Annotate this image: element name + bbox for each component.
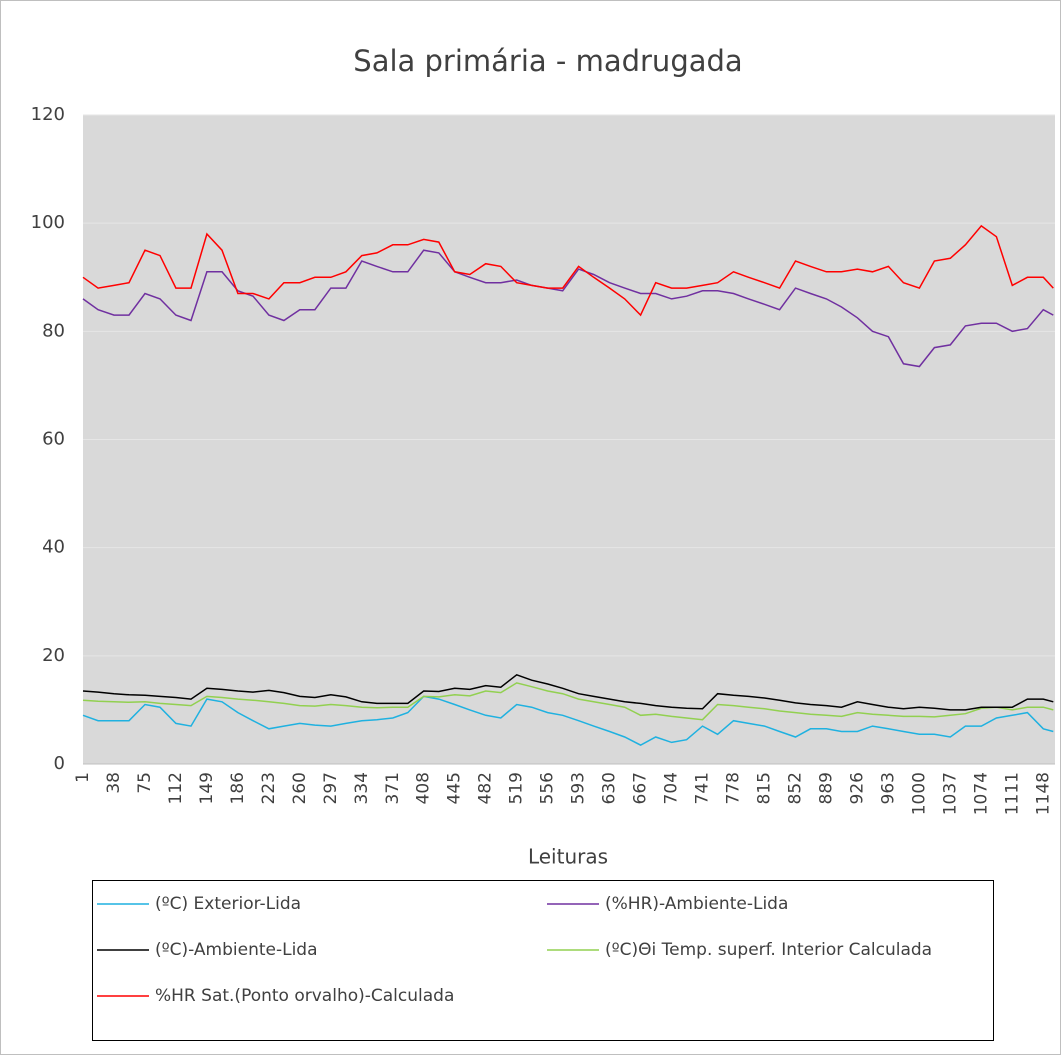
- y-tick-label: 60: [42, 429, 65, 450]
- series-line: [82, 695, 1054, 746]
- series-line: [82, 673, 1054, 711]
- chart-title: Sala primária - madrugada: [353, 44, 742, 78]
- series-line: [82, 682, 1054, 721]
- x-tick-label: 1000: [909, 772, 929, 815]
- x-tick-label: 741: [693, 772, 713, 804]
- x-tick-label: 371: [383, 772, 403, 804]
- x-tick-label: 926: [847, 772, 867, 804]
- x-tick-label: 630: [600, 772, 620, 804]
- x-axis-label: Leituras: [528, 845, 608, 869]
- x-tick-label: 593: [569, 772, 589, 804]
- x-tick-label: 1074: [971, 772, 991, 815]
- x-tick-label: 260: [290, 772, 310, 804]
- x-tick-label: 1037: [940, 772, 960, 815]
- x-tick-label: 963: [878, 772, 898, 804]
- x-tick-label: 149: [197, 772, 217, 804]
- x-tick-label: 519: [507, 772, 527, 804]
- y-tick-label: 80: [42, 320, 65, 341]
- y-tick-label: 40: [42, 537, 65, 558]
- y-tick-label: 20: [42, 645, 65, 666]
- x-tick-label: 38: [104, 772, 124, 794]
- x-tick-label: 445: [445, 772, 465, 804]
- x-tick-label: 297: [321, 772, 341, 804]
- legend-label: (ºC) Exterior-Lida: [155, 894, 301, 914]
- y-tick-label: 100: [31, 212, 65, 233]
- legend-label: (%HR)-Ambiente-Lida: [605, 894, 788, 914]
- x-tick-label: 1148: [1033, 772, 1053, 815]
- series-line: [82, 224, 1054, 317]
- y-tick-label: 0: [54, 753, 65, 774]
- y-tick-label: 120: [31, 104, 65, 125]
- legend-label: %HR Sat.(Ponto orvalho)-Calculada: [155, 986, 454, 1006]
- x-tick-label: 815: [754, 772, 774, 804]
- legend-label: (ºC)Θi Temp. superf. Interior Calculada: [605, 940, 932, 960]
- x-tick-label: 334: [352, 772, 372, 804]
- x-tick-label: 667: [631, 772, 651, 804]
- x-tick-label: 482: [476, 772, 496, 804]
- x-tick-label: 75: [135, 772, 155, 794]
- x-tick-label: 408: [414, 772, 434, 804]
- x-tick-label: 778: [724, 772, 744, 804]
- x-tick-label: 186: [228, 772, 248, 804]
- x-tick-label: 1111: [1002, 772, 1022, 815]
- x-tick-label: 1: [73, 772, 93, 783]
- x-tick-label: 112: [166, 772, 186, 804]
- legend-label: (ºC)-Ambiente-Lida: [155, 940, 318, 960]
- x-tick-label: 556: [538, 772, 558, 804]
- legend: [92, 880, 994, 1041]
- x-tick-label: 889: [816, 772, 836, 804]
- x-tick-label: 852: [785, 772, 805, 804]
- x-tick-label: 704: [662, 772, 682, 804]
- x-tick-label: 223: [259, 772, 279, 804]
